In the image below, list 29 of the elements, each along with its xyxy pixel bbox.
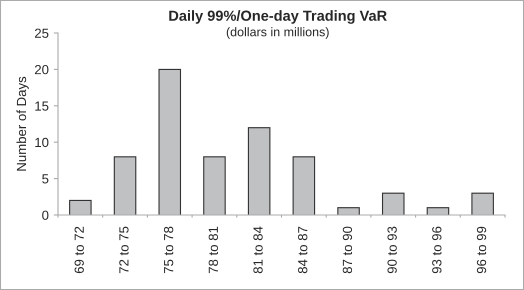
y-tick-label: 15 — [35, 102, 48, 111]
chart-subtitle: (dollars in millions) — [226, 27, 329, 39]
x-tick-label: 72 to 75 — [119, 226, 129, 274]
x-tick-label: 78 to 81 — [208, 226, 218, 274]
y-tick-label: 0 — [42, 210, 48, 220]
x-tick-label: 84 to 87 — [298, 226, 308, 274]
x-tick-label: 96 to 99 — [476, 226, 486, 274]
y-axis-title: Number of Days — [16, 76, 29, 171]
bar — [114, 156, 136, 215]
y-tick-label: 5 — [42, 174, 48, 184]
bar — [426, 207, 450, 215]
x-tick-label: 81 to 84 — [253, 226, 263, 274]
chart-title: Daily 99%/One-day Trading VaR — [169, 10, 387, 24]
bar — [382, 192, 405, 215]
x-tick-label: 93 to 96 — [432, 226, 442, 274]
bar — [203, 156, 226, 215]
y-tick-label: 20 — [34, 64, 48, 74]
bar — [292, 156, 316, 215]
bar — [158, 68, 182, 215]
bar — [248, 127, 270, 215]
x-tick-label: 69 to 72 — [74, 226, 84, 274]
y-tick-label: 25 — [34, 28, 48, 38]
x-tick-label: 90 to 93 — [387, 226, 397, 274]
x-tick-label: 75 to 78 — [164, 226, 174, 274]
y-tick-label: 10 — [35, 138, 48, 148]
bar — [69, 200, 92, 215]
x-tick-label: 87 to 90 — [342, 226, 352, 274]
bar — [471, 192, 494, 215]
bar — [337, 207, 360, 215]
